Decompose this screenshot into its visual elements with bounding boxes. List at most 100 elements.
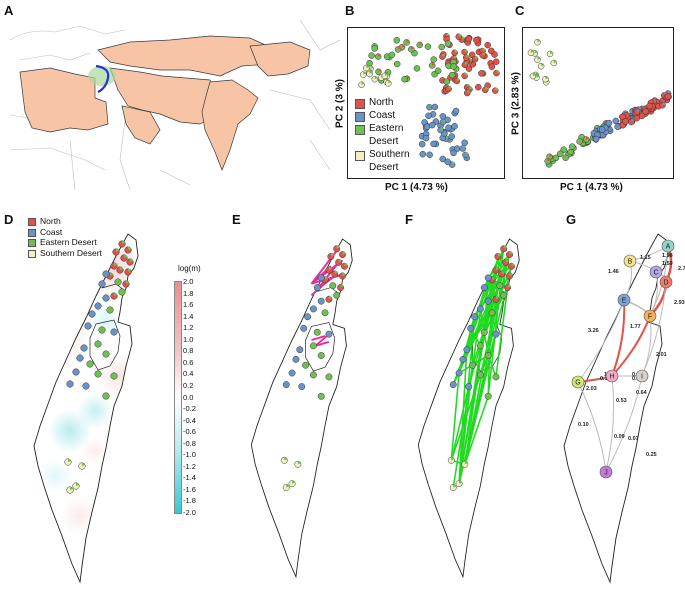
- map-f-edge: [450, 372, 460, 461]
- legend-north-swatch: [355, 99, 365, 109]
- svg-text:B: B: [628, 259, 633, 266]
- svg-text:C: C: [653, 270, 658, 277]
- map-e-site-c: [288, 369, 296, 377]
- pca-b-point-coast: [426, 151, 433, 159]
- pca-b-point-eastern: [375, 68, 382, 76]
- map-g-node-e: E: [617, 293, 631, 307]
- map-g-edge-DI: [641, 281, 667, 377]
- map-g-edge-label: 2.93: [674, 300, 685, 306]
- map-d-site-s: [78, 462, 86, 470]
- map-f-site-e: [484, 392, 492, 400]
- colorbar-tick-label: -1.2: [183, 461, 196, 471]
- map-d-site-n: [122, 280, 130, 288]
- pca-c-point-north: [642, 108, 649, 115]
- pca-c-point-coast: [598, 126, 606, 133]
- svg-text:J: J: [604, 470, 608, 477]
- map-d-site-n: [120, 254, 128, 262]
- map-g-node-h: H: [605, 369, 619, 383]
- pca-b-point-coast: [439, 118, 447, 126]
- map-d-site-e: [86, 360, 94, 368]
- colorbar-tick-label: -0.8: [183, 438, 196, 448]
- map-e-site-c: [317, 297, 325, 305]
- pca-b-point-coast: [422, 134, 430, 142]
- map-e-site-s: [294, 460, 302, 468]
- panel-c-pca-plot: [522, 27, 674, 179]
- map-e-site-n: [339, 251, 346, 259]
- pca-b-point-coast: [450, 149, 457, 157]
- legend-d-coast-swatch: [28, 228, 36, 237]
- map-e-edge: [311, 335, 326, 341]
- panel-a-world-map: [10, 20, 340, 190]
- pca-c-point-north: [628, 118, 635, 126]
- map-d-site-e: [98, 326, 106, 334]
- map-e-site-c: [313, 284, 321, 292]
- pca-b-point-north: [462, 54, 470, 61]
- pca-b-point-north: [445, 85, 452, 93]
- map-d-site-c: [88, 310, 96, 318]
- pca-c-point-north: [619, 113, 626, 121]
- map-g-node-d: D: [659, 275, 673, 289]
- pca-b-point-north: [473, 36, 480, 44]
- pca-b-point-southern: [366, 70, 373, 78]
- pca-b-point-coast: [418, 140, 426, 148]
- colorbar-tick-label: 0.0: [183, 392, 194, 402]
- legend-d-north: North: [28, 216, 102, 227]
- map-e-site-n: [341, 262, 348, 270]
- map-g-edge-label: 0.53: [616, 398, 627, 404]
- pca-b-point-north: [461, 48, 468, 56]
- map-g-node-f: F: [643, 309, 657, 323]
- map-f-country-outline: [417, 238, 520, 579]
- pca-b-point-coast: [426, 103, 433, 111]
- pca-b-point-coast: [448, 133, 455, 140]
- colorbar-tick-label: 1.8: [183, 288, 194, 298]
- pca-c-point-north: [633, 108, 641, 116]
- map-d-site-e: [94, 340, 102, 348]
- legend-d-north-swatch: [28, 218, 36, 226]
- map-e-site-c: [309, 305, 317, 313]
- legend-d-eastern-label: Eastern Desert: [40, 237, 97, 247]
- map-g-edge-label: 1.98: [662, 253, 673, 259]
- map-e-site-e: [302, 361, 310, 369]
- map-e-country-outline: [250, 238, 353, 579]
- map-e-site-n: [325, 266, 333, 274]
- map-e-site-e: [317, 352, 325, 359]
- pca-b-point-eastern: [408, 46, 415, 53]
- map-e-site-c: [317, 274, 325, 282]
- legend-southern-line2: Desert: [369, 162, 399, 173]
- map-f-edge: [483, 261, 507, 289]
- pca-b-point-north: [471, 55, 479, 63]
- pca-b-point-north: [461, 72, 468, 80]
- pca-c-point-eastern: [552, 154, 560, 162]
- map-f-site-e: [484, 352, 492, 359]
- map-f-site-e: [469, 361, 477, 369]
- map-d-site-c: [94, 302, 102, 310]
- map-central-asia: [97, 35, 273, 77]
- map-d-country-outline: [33, 233, 139, 584]
- map-e-site-c: [292, 355, 300, 363]
- map-d-site-c: [110, 328, 118, 336]
- map-f-site-s: [455, 480, 463, 488]
- pca-b-point-coast: [448, 161, 456, 168]
- legend-d-southern: Southern Desert: [28, 248, 102, 259]
- panel-d-migration-surface-map: [33, 233, 139, 584]
- legend-d-eastern: Eastern Desert: [28, 237, 102, 248]
- pca-c-point-coast: [612, 117, 620, 125]
- map-d-site-c: [72, 368, 80, 376]
- map-g-edge-label: 2.01: [656, 352, 667, 358]
- map-f-site-c: [459, 355, 467, 363]
- pca-b-point-southern: [359, 71, 367, 78]
- map-e-site-s: [282, 484, 290, 491]
- pca-c-point-southern: [546, 50, 554, 58]
- legend-eastern-line2: Desert: [369, 136, 399, 147]
- map-e-site-c: [300, 324, 308, 332]
- map-g-node-a: A: [661, 239, 675, 253]
- pca-b-point-eastern: [394, 46, 402, 53]
- pca-b-point-coast: [429, 121, 436, 129]
- legend-north: North: [355, 96, 410, 109]
- map-e-site-e: [329, 282, 337, 290]
- pca-c-point-southern: [534, 38, 541, 46]
- pca-b-point-north: [488, 63, 496, 70]
- map-e-site-n: [325, 295, 333, 303]
- map-f-site-c: [449, 381, 457, 389]
- map-d-site-e: [106, 306, 114, 314]
